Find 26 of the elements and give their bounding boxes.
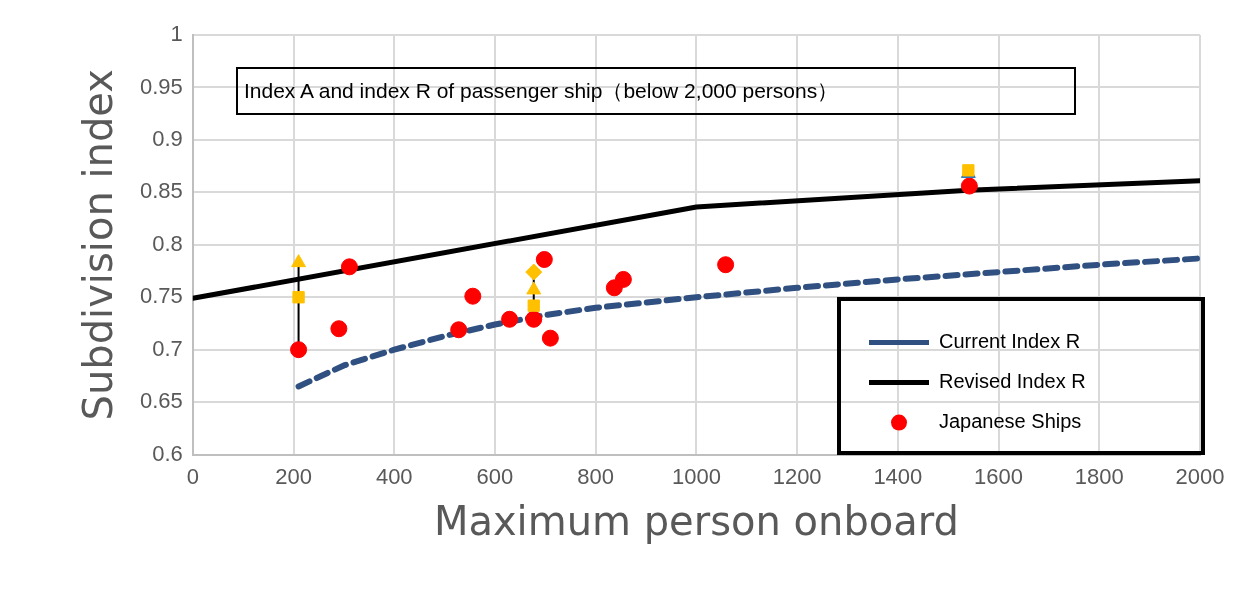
x-tick-label: 1000 [671, 463, 721, 489]
x-tick-label: 400 [375, 463, 413, 489]
y-axis-title: Subdivision index [75, 69, 122, 421]
x-tick-label: 1600 [974, 463, 1024, 489]
y-tick-label: 0.95 [139, 73, 183, 99]
text: Index A and index R of passenger ship（below 2,000 persons） [244, 78, 839, 104]
x-tick-label: 0 [186, 463, 199, 489]
y-tick-label: 0.65 [139, 388, 183, 414]
x-axis-title: Maximum person onboard [433, 498, 959, 545]
y-tick-label: 0.9 [152, 125, 183, 151]
legend-label: Japanese Ships [939, 410, 1082, 433]
y-tick-label: 0.85 [139, 178, 183, 204]
x-tick-label: 200 [275, 463, 312, 489]
x-tick-label: 600 [476, 463, 514, 489]
y-tick-label: 0.7 [152, 335, 183, 361]
x-tick-label: 800 [577, 463, 615, 489]
legend-label: Current Index R [939, 330, 1081, 353]
x-tick-label: 2000 [1175, 463, 1225, 489]
y-tick-label: 1 [170, 21, 183, 47]
y-tick-label: 0.8 [152, 230, 183, 256]
x-tick-label: 1400 [873, 463, 923, 489]
x-tick-label: 1200 [772, 463, 822, 489]
x-tick-label: 1800 [1074, 463, 1124, 489]
legend-label: Revised Index R [939, 370, 1086, 393]
y-tick-label: 0.75 [139, 283, 183, 309]
y-tick-label: 0.6 [152, 440, 183, 466]
